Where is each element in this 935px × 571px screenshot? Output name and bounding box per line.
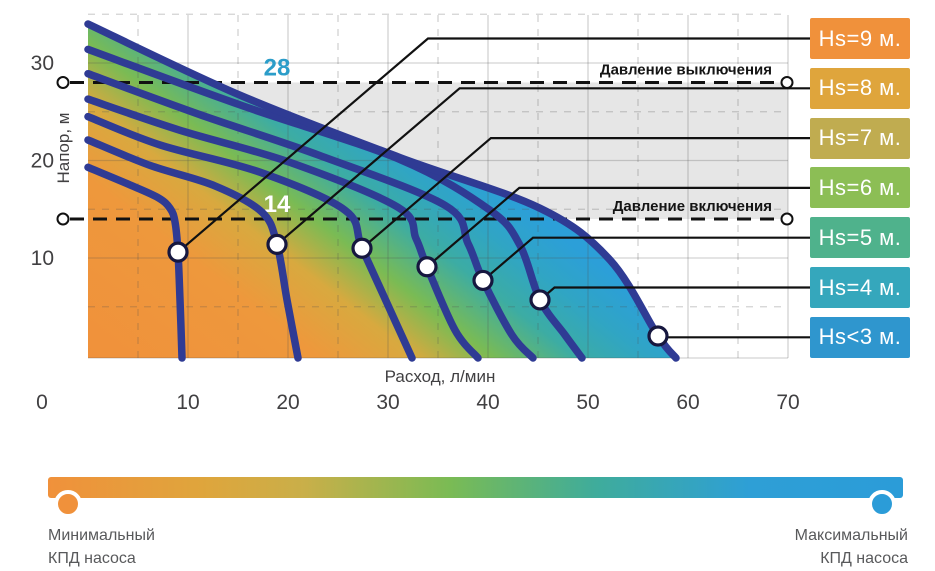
y-tick-label: 20 (31, 150, 54, 173)
duty-point-marker (167, 241, 189, 263)
y-tick-label: 10 (31, 247, 54, 270)
legend-badge: Hs=5 м. (810, 217, 910, 259)
min-efficiency-label-line2: КПД насоса (48, 550, 136, 568)
cutin-endpoint-circle (780, 212, 794, 226)
duty-point-marker (647, 325, 669, 347)
min-efficiency-label: Минимальный КПД насоса (48, 524, 155, 570)
duty-point-marker (529, 289, 551, 311)
x-tick-label: 30 (376, 391, 399, 414)
max-efficiency-label: Максимальный КПД насоса (795, 524, 908, 570)
pump-curves-chart: Давление выключения 28 Давление включения 1… (31, 13, 810, 414)
y-axis-label: Напор, м (54, 113, 73, 184)
cutoff-endpoint-circle (780, 76, 794, 89)
leader-line (657, 335, 810, 339)
leader-line (361, 137, 810, 250)
leader-line (276, 87, 810, 246)
x-tick-label: 0 (36, 391, 48, 414)
x-tick-label: 70 (776, 391, 799, 414)
max-efficiency-label-line2: КПД насоса (820, 550, 908, 568)
efficiency-gradient-bar (48, 477, 903, 498)
legend-badge: Hs=4 м. (810, 267, 910, 308)
pump-curve-4 (84, 95, 482, 362)
x-tick-label: 20 (276, 391, 299, 414)
x-tick-label: 10 (176, 391, 199, 414)
cutoff-value-label: 28 (264, 55, 291, 82)
cutin-label: Давление включения (613, 198, 772, 215)
x-tick-label: 40 (476, 391, 499, 414)
legend-badge: Hs=7 м. (810, 117, 910, 159)
pump-curve-7 (84, 20, 680, 362)
legend-badge: Hs=6 м. (810, 167, 910, 209)
cutin-endpoint-circle (56, 212, 70, 226)
max-efficiency-label-line1: Максимальный (794, 527, 908, 544)
legend-badge: Hs=8 м. (810, 67, 910, 109)
x-axis-label: Расход, л/мин (385, 367, 496, 386)
x-tick-label: 50 (576, 391, 599, 414)
y-tick-label: 30 (31, 52, 54, 75)
pump-curve-5 (84, 69, 537, 362)
x-tick-label: 60 (676, 391, 699, 414)
max-efficiency-dot (868, 490, 896, 518)
duty-point-marker (472, 269, 494, 292)
leader-line (177, 37, 810, 253)
pump-curve-1 (84, 163, 186, 362)
legend-badge: Hs<3 м. (810, 316, 910, 358)
leader-line (482, 236, 810, 282)
cutoff-label: Давление выключения (600, 62, 772, 79)
pump-curve-2 (84, 136, 302, 362)
min-efficiency-label-line1: Минимальный (48, 527, 155, 544)
legend-badge: Hs=9 м. (810, 18, 910, 59)
duty-point-marker (266, 233, 288, 255)
min-efficiency-dot (54, 490, 82, 518)
duty-point-marker (416, 256, 438, 278)
pump-curve-3 (84, 112, 416, 362)
pump-curve-6 (84, 45, 586, 362)
leader-line (426, 186, 810, 268)
duty-point-marker (351, 237, 373, 259)
cutoff-endpoint-circle (56, 76, 70, 89)
